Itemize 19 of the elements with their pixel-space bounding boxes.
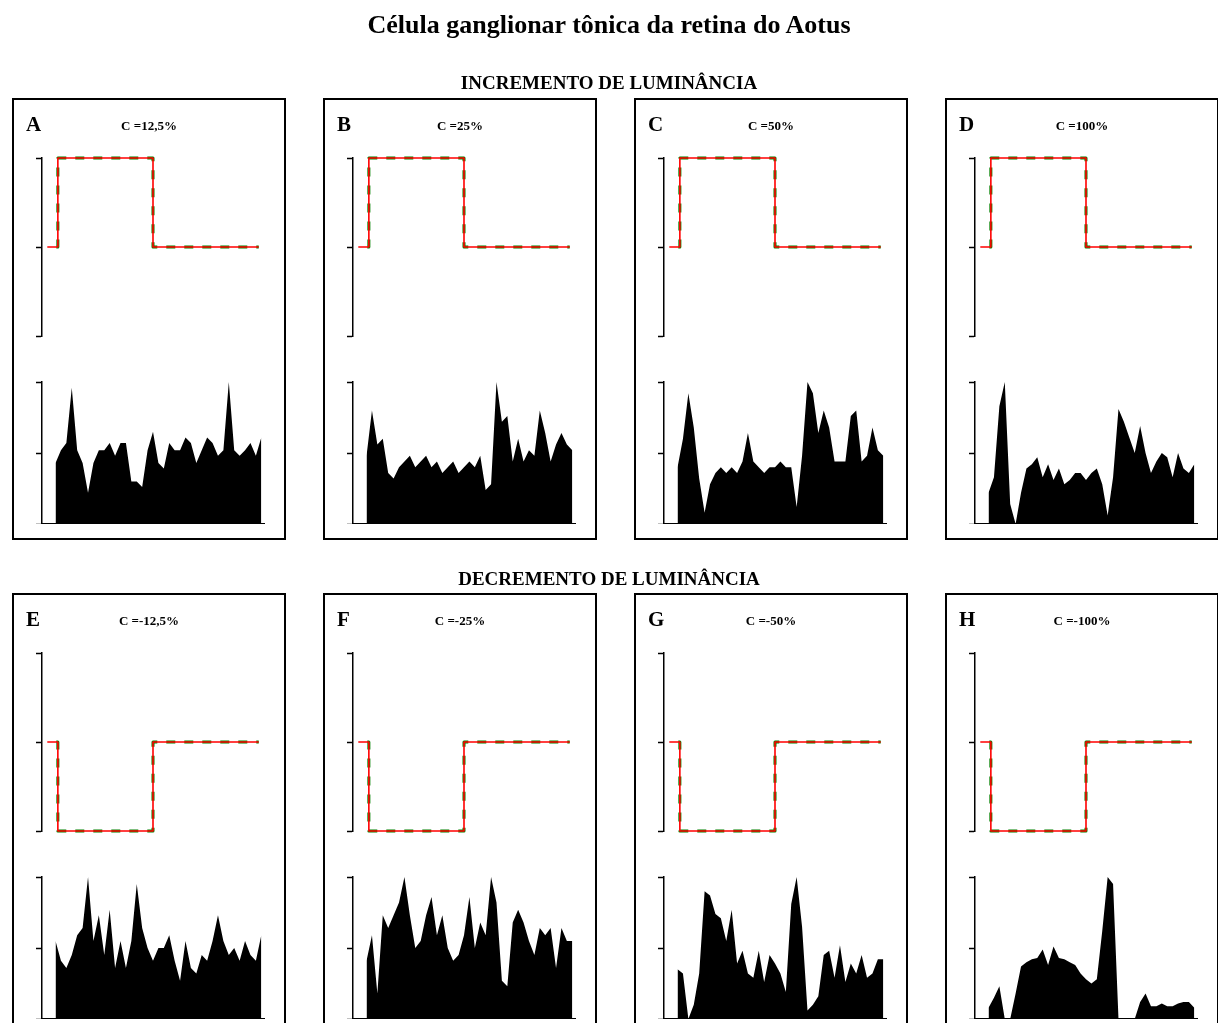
text: DECREMENTO DE LUMINÂNCIA [457, 568, 761, 590]
text: H [959, 607, 976, 632]
text: Célula ganglionar tônica da retina do Aotus [366, 10, 852, 40]
text: C =-100% [1052, 613, 1112, 629]
text: A [26, 112, 42, 137]
text: D [959, 112, 975, 137]
text: C =-25% [433, 613, 487, 629]
text: C =100% [1054, 118, 1110, 134]
text: C =-50% [744, 613, 798, 629]
text: C =-12,5% [117, 613, 181, 629]
text: C =12,5% [120, 118, 178, 134]
text: INCREMENTO DE LUMINÂNCIA [459, 72, 759, 94]
text: C [648, 112, 664, 137]
text: G [648, 607, 665, 632]
text: E [26, 607, 41, 632]
text: C =25% [435, 118, 484, 134]
text: B [337, 112, 352, 137]
text: F [337, 607, 350, 632]
text: C =50% [746, 118, 795, 134]
